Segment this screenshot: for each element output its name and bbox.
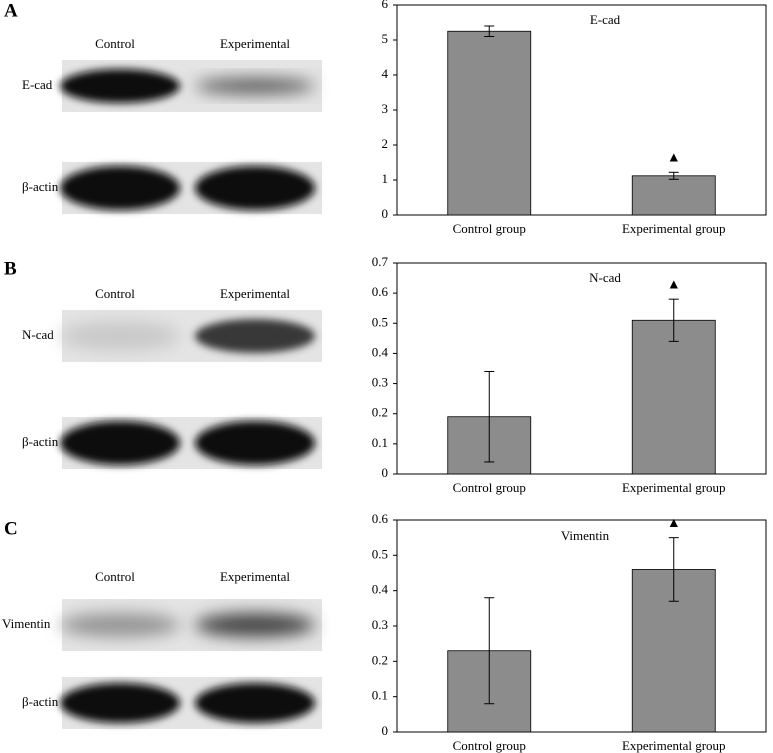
lane-label: Control [95,286,135,301]
y-tick-label: 0.6 [372,511,389,526]
y-tick-label: 6 [382,0,389,11]
error-bar [484,371,495,463]
blot-band [60,166,180,210]
y-tick-label: 1 [382,171,389,186]
y-tick-label: 0.2 [372,405,388,420]
y-tick-label: 5 [382,31,389,46]
y-tick-label: 0.4 [372,582,389,597]
x-tick-label: Experimental group [622,738,726,753]
x-tick-label: Experimental group [622,221,726,236]
y-tick-label: 0.5 [372,314,388,329]
error-bar [668,298,679,342]
blot-band [60,613,180,637]
row-label: β-actin [22,434,59,449]
panel-letter: C [4,518,18,539]
error-bar [668,171,679,180]
blot [60,599,322,651]
error-bar [668,537,679,602]
panel-letter: A [4,0,18,21]
blot-band [195,166,315,210]
blot [60,677,322,729]
lane-label: Control [95,36,135,51]
blot-band [60,421,180,465]
y-tick-label: 0.6 [372,284,389,299]
chart-title: Vimentin [561,528,610,543]
y-tick-label: 0.7 [372,254,389,269]
bar [631,319,716,475]
significance-marker: ▲ [667,151,681,166]
blot-band [195,613,315,637]
y-tick-label: 0.5 [372,546,388,561]
blot [60,310,322,362]
error-bar [484,25,495,37]
blot [60,162,322,214]
blot-band [195,319,315,353]
y-tick-label: 0.3 [372,617,388,632]
chart-title: N-cad [589,270,621,285]
blot-band [60,683,180,723]
significance-marker: ▲ [667,516,681,531]
x-tick-label: Control group [453,221,526,236]
panel-letter: B [4,258,17,279]
significance-marker: ▲ [667,277,681,292]
y-tick-label: 0 [382,465,389,480]
row-label: β-actin [22,694,59,709]
lane-label: Control [95,569,135,584]
y-tick-label: 0.2 [372,652,388,667]
chart-title: E-cad [590,12,621,27]
blot-band [195,78,315,94]
y-tick-label: 0.1 [372,435,388,450]
y-tick-label: 0 [382,723,389,738]
blot-band [195,421,315,465]
lane-label: Experimental [220,569,290,584]
y-tick-label: 0 [382,206,389,221]
y-tick-label: 2 [382,136,389,151]
lane-label: Experimental [220,286,290,301]
lane-label: Experimental [220,36,290,51]
blot-band [60,321,180,351]
blot-band [60,69,180,103]
y-tick-label: 0.3 [372,375,388,390]
x-tick-label: Control group [453,480,526,495]
y-tick-label: 0.4 [372,344,389,359]
blot [60,60,322,112]
row-label: Vimentin [2,616,51,631]
x-tick-label: Experimental group [622,480,726,495]
row-label: N-cad [22,327,54,342]
error-bar [484,597,495,705]
y-tick-label: 4 [382,66,389,81]
blot [60,417,322,469]
bar [447,30,532,216]
x-tick-label: Control group [453,738,526,753]
row-label: β-actin [22,179,59,194]
blot-band [195,683,315,723]
y-tick-label: 0.1 [372,688,388,703]
row-label: E-cad [22,77,53,92]
bar [631,175,716,216]
y-tick-label: 3 [382,101,389,116]
plot-frame [396,262,767,475]
